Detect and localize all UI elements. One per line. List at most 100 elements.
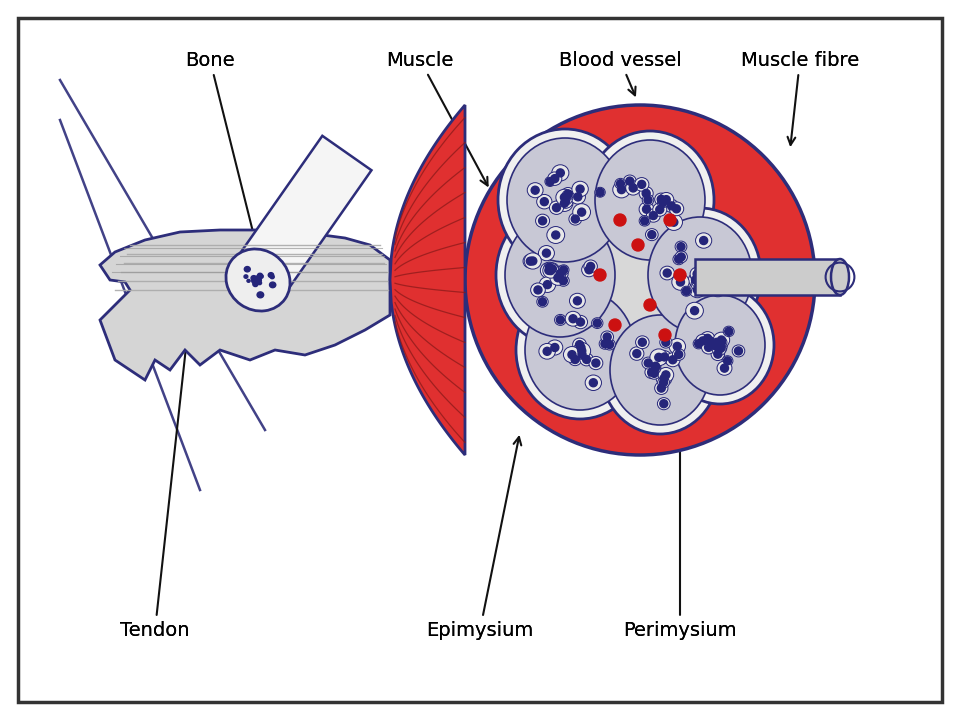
Ellipse shape — [716, 337, 727, 347]
Polygon shape — [100, 230, 390, 380]
Circle shape — [606, 341, 613, 348]
Ellipse shape — [581, 217, 695, 337]
Ellipse shape — [244, 266, 251, 272]
Circle shape — [725, 328, 732, 336]
Circle shape — [616, 180, 624, 188]
Ellipse shape — [639, 186, 653, 200]
Circle shape — [672, 204, 681, 213]
Circle shape — [465, 105, 815, 455]
Circle shape — [560, 266, 567, 274]
Circle shape — [543, 281, 551, 289]
Text: Epimysium: Epimysium — [426, 621, 534, 639]
Ellipse shape — [552, 271, 565, 284]
Ellipse shape — [555, 315, 566, 325]
Circle shape — [660, 379, 667, 387]
Ellipse shape — [562, 187, 575, 200]
Ellipse shape — [253, 277, 258, 282]
Ellipse shape — [547, 340, 563, 355]
Circle shape — [648, 368, 656, 376]
Ellipse shape — [527, 183, 543, 198]
Circle shape — [574, 193, 582, 201]
Ellipse shape — [723, 326, 734, 337]
Circle shape — [556, 269, 564, 277]
Circle shape — [661, 338, 670, 346]
Circle shape — [677, 243, 685, 251]
Circle shape — [614, 214, 626, 226]
Ellipse shape — [712, 338, 728, 353]
Ellipse shape — [546, 263, 559, 275]
Ellipse shape — [525, 290, 635, 410]
Ellipse shape — [717, 361, 732, 375]
Ellipse shape — [586, 131, 714, 269]
Ellipse shape — [577, 349, 588, 359]
Circle shape — [656, 206, 663, 214]
Ellipse shape — [549, 201, 564, 215]
Ellipse shape — [540, 276, 556, 292]
Text: Muscle: Muscle — [386, 50, 454, 70]
Text: Tendon: Tendon — [120, 621, 190, 639]
Ellipse shape — [254, 276, 260, 281]
Ellipse shape — [563, 190, 573, 201]
Ellipse shape — [626, 181, 640, 195]
Ellipse shape — [642, 194, 654, 206]
Circle shape — [542, 249, 550, 257]
Ellipse shape — [650, 364, 660, 374]
Ellipse shape — [655, 193, 668, 205]
Circle shape — [693, 286, 702, 294]
Circle shape — [659, 199, 667, 207]
Ellipse shape — [655, 382, 668, 395]
Ellipse shape — [268, 273, 274, 277]
Ellipse shape — [573, 338, 587, 351]
Ellipse shape — [709, 280, 727, 297]
Ellipse shape — [565, 311, 581, 326]
Ellipse shape — [542, 263, 559, 278]
Polygon shape — [390, 105, 465, 455]
Ellipse shape — [703, 334, 717, 347]
Ellipse shape — [732, 345, 745, 357]
Circle shape — [670, 218, 678, 226]
Ellipse shape — [689, 282, 706, 298]
Circle shape — [529, 257, 537, 265]
Circle shape — [642, 205, 651, 213]
Ellipse shape — [642, 357, 655, 369]
Circle shape — [540, 198, 548, 206]
Ellipse shape — [558, 275, 569, 287]
Circle shape — [626, 177, 634, 185]
Ellipse shape — [716, 270, 734, 287]
Circle shape — [664, 214, 676, 226]
Ellipse shape — [584, 260, 597, 273]
Circle shape — [557, 169, 564, 177]
Text: Muscle fibre: Muscle fibre — [741, 50, 859, 70]
Ellipse shape — [648, 367, 660, 379]
Circle shape — [721, 274, 730, 283]
Circle shape — [661, 371, 670, 379]
Text: Epimysium: Epimysium — [426, 437, 534, 639]
Ellipse shape — [552, 165, 569, 181]
Ellipse shape — [691, 273, 708, 289]
Ellipse shape — [572, 181, 588, 197]
Circle shape — [573, 297, 582, 305]
Ellipse shape — [639, 208, 761, 342]
Circle shape — [644, 359, 652, 367]
Circle shape — [660, 374, 668, 382]
Circle shape — [677, 253, 685, 261]
Ellipse shape — [715, 343, 727, 354]
Circle shape — [669, 356, 677, 364]
Ellipse shape — [604, 339, 615, 350]
Ellipse shape — [270, 282, 276, 288]
Ellipse shape — [558, 194, 573, 208]
Ellipse shape — [664, 199, 679, 212]
Ellipse shape — [696, 233, 711, 248]
Ellipse shape — [653, 203, 667, 216]
Circle shape — [578, 208, 586, 216]
Circle shape — [715, 274, 724, 282]
Circle shape — [683, 287, 690, 295]
Ellipse shape — [648, 217, 752, 333]
Text: Blood vessel: Blood vessel — [559, 50, 682, 70]
Ellipse shape — [550, 270, 565, 285]
Ellipse shape — [711, 269, 728, 285]
Ellipse shape — [580, 353, 593, 366]
Ellipse shape — [673, 348, 684, 361]
Ellipse shape — [675, 241, 687, 252]
Text: Tendon: Tendon — [120, 270, 198, 639]
